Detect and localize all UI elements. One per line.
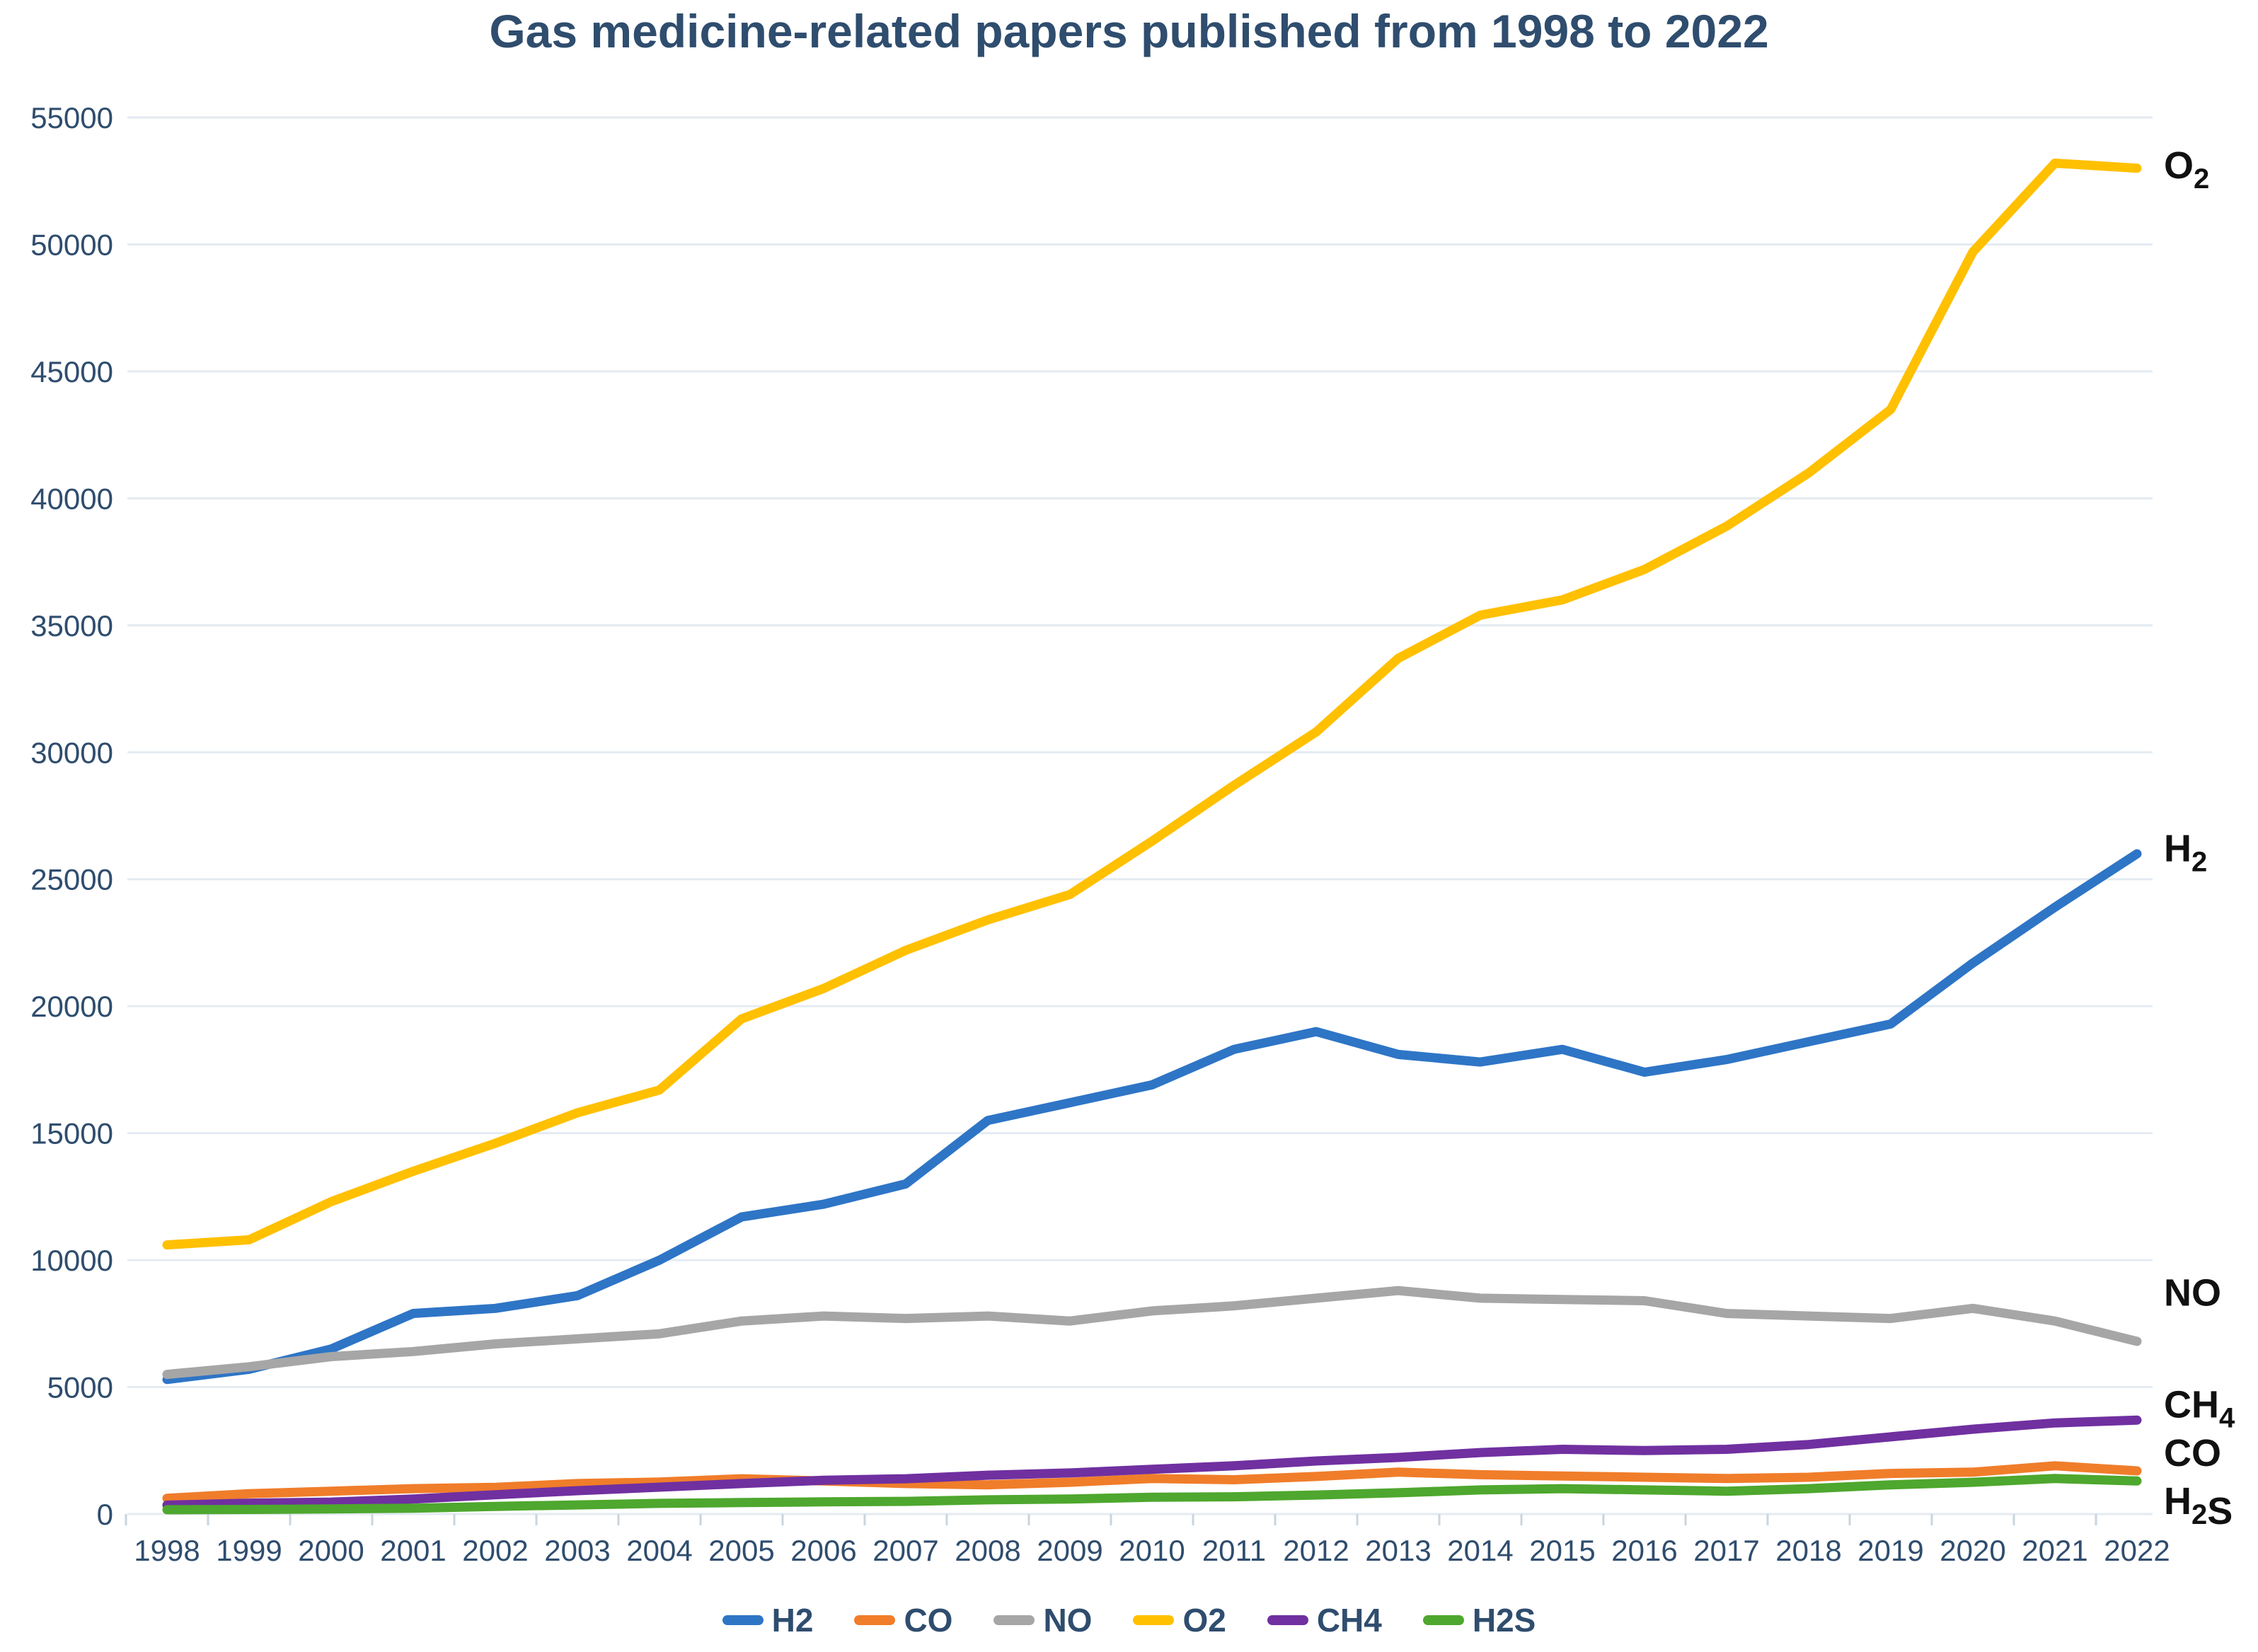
- y-axis-tick-label: 30000: [30, 736, 113, 769]
- series-line-H2S: [162, 1474, 2142, 1515]
- x-axis-tick-label: 2013: [1365, 1534, 1431, 1567]
- legend-label-CO: CO: [904, 1602, 953, 1639]
- series-end-label-H2S: H2S: [2164, 1480, 2233, 1532]
- y-axis-tick-label: 15000: [30, 1117, 113, 1150]
- x-axis-tick-label: 2007: [872, 1534, 938, 1567]
- x-axis-tick-label: 2010: [1119, 1534, 1185, 1567]
- series-end-label-H2: H2: [2164, 828, 2207, 878]
- x-axis-tick-label: 2002: [462, 1534, 528, 1567]
- series-line-H2: [162, 849, 2142, 1385]
- legend-item-NO: NO: [993, 1601, 1092, 1639]
- x-axis-tick-label: 2015: [1529, 1534, 1595, 1567]
- legend-label-H2: H2: [771, 1602, 814, 1639]
- y-axis-tick-label: 45000: [30, 355, 113, 388]
- legend-swatch-H2: [722, 1615, 764, 1625]
- series-line-NO: [162, 1286, 2142, 1380]
- series-end-label-O2: O2: [2164, 144, 2209, 195]
- y-axis-tick-label: 25000: [30, 863, 113, 896]
- y-axis-tick-label: 20000: [30, 990, 113, 1023]
- x-axis-tick-label: 2018: [1775, 1534, 1841, 1567]
- x-axis-tick-label: 2022: [2104, 1534, 2170, 1567]
- x-axis-tick-label: 2005: [708, 1534, 774, 1567]
- series-end-label-NO: NO: [2164, 1272, 2221, 1315]
- y-axis-tick-label: 35000: [30, 609, 113, 642]
- x-axis-tick-label: 2000: [298, 1534, 364, 1567]
- legend-label-H2S: H2S: [1472, 1602, 1536, 1639]
- legend-item-O2: O2: [1133, 1601, 1226, 1639]
- x-axis-tick-label: 2001: [380, 1534, 446, 1567]
- series-line-CO: [162, 1461, 2142, 1503]
- x-axis-tick-label: 2016: [1611, 1534, 1677, 1567]
- legend-swatch-H2S: [1422, 1615, 1464, 1625]
- y-axis-tick-label: 10000: [30, 1244, 113, 1277]
- x-axis-tick-label: 1999: [216, 1534, 282, 1567]
- y-axis-tick-label: 40000: [30, 482, 113, 515]
- x-axis-tick-label: 2003: [544, 1534, 610, 1567]
- legend-swatch-O2: [1133, 1615, 1175, 1625]
- x-axis-tick-label: 2019: [1857, 1534, 1923, 1567]
- x-axis-tick-label: 2006: [790, 1534, 856, 1567]
- legend-label-NO: NO: [1043, 1602, 1093, 1639]
- series-line-O2: [162, 158, 2142, 1250]
- x-axis-tick-label: 2020: [1940, 1534, 2005, 1567]
- x-axis-tick-label: 2017: [1693, 1534, 1759, 1567]
- x-axis-tick-label: 2012: [1283, 1534, 1349, 1567]
- x-axis-tick-label: 2021: [2022, 1534, 2087, 1567]
- x-axis-tick-label: 1998: [134, 1534, 200, 1567]
- legend-item-CO: CO: [854, 1601, 952, 1639]
- series-end-label-CH4: CH4: [2164, 1384, 2235, 1434]
- legend-item-H2S: H2S: [1422, 1601, 1536, 1639]
- legend-item-CH4: CH4: [1267, 1601, 1382, 1639]
- legend-swatch-NO: [993, 1615, 1035, 1625]
- y-axis-tick-label: 0: [97, 1498, 113, 1531]
- legend-swatch-CO: [854, 1615, 896, 1625]
- chart-title: Gas medicine-related papers published fr…: [489, 5, 1769, 57]
- legend-label-O2: O2: [1182, 1602, 1226, 1639]
- y-axis-tick-label: 55000: [30, 101, 113, 134]
- y-axis-tick-label: 50000: [30, 228, 113, 261]
- chart-legend: H2 CO NO O2 CH4 H2S: [0, 1601, 2258, 1639]
- x-axis-tick-label: 2009: [1037, 1534, 1102, 1567]
- legend-label-CH4: CH4: [1316, 1602, 1382, 1639]
- legend-swatch-CH4: [1267, 1615, 1308, 1625]
- x-axis-tick-label: 2011: [1202, 1534, 1266, 1567]
- y-axis-tick-label: 5000: [47, 1371, 113, 1404]
- series-line-CH4: [162, 1415, 2142, 1510]
- x-axis-tick-label: 2008: [955, 1534, 1020, 1567]
- series-end-label-CO: CO: [2164, 1432, 2221, 1474]
- legend-item-H2: H2: [722, 1601, 814, 1639]
- x-axis-tick-label: 2004: [626, 1534, 692, 1567]
- x-axis-tick-label: 2014: [1447, 1534, 1513, 1567]
